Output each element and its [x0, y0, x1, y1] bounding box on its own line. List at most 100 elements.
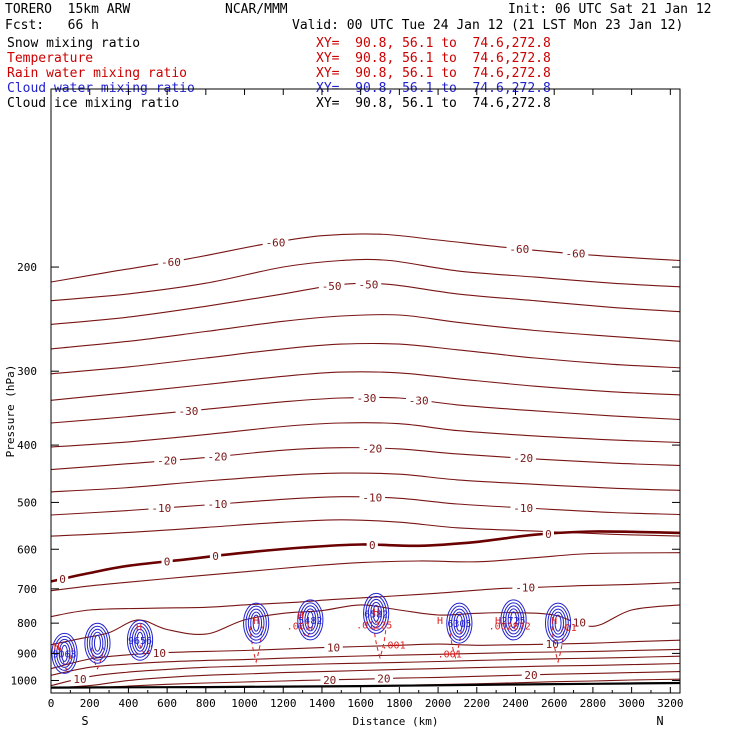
cloud-water-label: 6305 — [447, 619, 471, 630]
isotherm-line — [51, 258, 680, 302]
isotherm-label: -10 — [362, 492, 382, 505]
isotherm-label: 0 — [369, 539, 376, 552]
x-tick-label: 2400 — [502, 697, 529, 710]
isotherm-line — [51, 342, 680, 375]
cloud-water-contour — [455, 614, 463, 632]
isotherm-line — [51, 581, 680, 618]
cloud-water-contour — [367, 598, 385, 628]
rain-max-h: H — [298, 611, 304, 622]
cloud-water-contour — [250, 611, 263, 635]
isotherm-label: 20 — [524, 669, 537, 682]
cloud-water-contour — [502, 602, 525, 638]
x-tick-label: 2600 — [541, 697, 568, 710]
cloud-water-contour — [446, 602, 473, 644]
rain-label: .001 — [287, 622, 311, 633]
isotherm-label: -50 — [358, 278, 378, 291]
isotherm-label-bg — [510, 501, 537, 514]
isotherm-label: -10 — [515, 582, 535, 595]
center-title: NCAR/MMM — [225, 2, 288, 17]
isotherm-label-bg — [161, 555, 173, 568]
cloud-water-contour — [372, 604, 380, 622]
isotherm-label: -20 — [208, 451, 228, 464]
cloud-water-contour — [544, 602, 572, 644]
cloud-water-contour — [297, 599, 324, 641]
cloud-water-contour — [91, 631, 104, 655]
isotherm-label-bg — [318, 280, 345, 293]
field-name-4: Cloud ice mixing ratio — [7, 96, 180, 111]
isotherm-line — [51, 472, 680, 493]
y-tick-label: 600 — [17, 543, 37, 556]
cloud-water-contour — [451, 608, 468, 638]
isotherm-label: 0 — [545, 528, 552, 541]
isotherm-label-bg — [543, 638, 562, 651]
isotherm-label-bg — [204, 450, 231, 463]
isotherm-label: -30 — [409, 394, 429, 407]
isotherm-label: -10 — [151, 502, 171, 515]
rain-label: .002872 — [489, 622, 531, 633]
isotherm-label: 0 — [212, 550, 219, 563]
isotherm-label-bg — [562, 247, 589, 260]
cloud-water-contour — [243, 602, 270, 644]
isotherm-line — [51, 552, 680, 592]
forecast-hour: Fcst: 66 h — [5, 18, 99, 33]
cloud-water-contour — [554, 614, 562, 632]
isotherm-label: 10 — [573, 616, 586, 629]
rain-max-h: H — [437, 616, 443, 627]
isotherm-label-bg — [57, 572, 69, 585]
x-tick-label: 1400 — [309, 697, 336, 710]
x-tick-label: 1600 — [347, 697, 374, 710]
isotherm-label: -30 — [178, 405, 198, 418]
isotherm-label: -20 — [362, 442, 382, 455]
cloud-water-contour — [302, 605, 319, 635]
rain-label: .001 — [382, 641, 406, 652]
cloud-water-label: 9063 — [53, 649, 77, 660]
isotherm-label-bg — [353, 392, 380, 405]
isotherm-label-bg — [570, 616, 589, 629]
isotherm-label-bg — [405, 394, 432, 407]
cloud-water-contour — [505, 605, 522, 635]
y-tick-label: 700 — [17, 583, 37, 596]
y-tick-label: 800 — [17, 617, 37, 630]
isotherm-line — [51, 422, 680, 448]
init-time: Init: 06 UTC Sat 21 Jan 12 — [508, 2, 712, 17]
isotherm-label: -60 — [161, 256, 181, 269]
x-tick-label: 600 — [157, 697, 177, 710]
isotherm-label: 0 — [164, 556, 171, 569]
x-tick-label: 2200 — [464, 697, 491, 710]
terrain-line — [51, 681, 680, 689]
isotherm-label: 20 — [377, 673, 390, 686]
x-tick-label: 1000 — [231, 697, 258, 710]
x-tick-label: 1800 — [386, 697, 413, 710]
isotherm-line — [51, 530, 680, 583]
isotherm-label-bg — [542, 527, 554, 540]
rain-label: .001 — [438, 649, 462, 660]
cloud-water-label: 9656 — [128, 636, 152, 647]
isotherm-label: -10 — [208, 498, 228, 511]
isotherm-label-bg — [204, 498, 231, 511]
cloud-water-contour — [448, 605, 471, 641]
cloud-water-contour — [304, 608, 317, 632]
x-tick-label: 3200 — [657, 697, 684, 710]
rain-label: .01 — [559, 623, 577, 634]
isotherm-label-bg — [209, 550, 222, 563]
field-xy-2: XY= 90.8, 56.1 to 74.6,272.8 — [316, 66, 551, 81]
rain-contour — [551, 626, 565, 664]
isotherm-line — [51, 655, 680, 687]
x-tick-label: 2000 — [425, 697, 452, 710]
isotherm-label-bg — [150, 647, 169, 660]
cloud-water-contour — [129, 622, 151, 658]
rain-max-h: H — [136, 622, 142, 633]
y-axis-label: Pressure (hPa) — [4, 365, 17, 458]
field-xy-0: XY= 90.8, 56.1 to 74.6,272.8 — [316, 36, 551, 51]
field-name-0: Snow mixing ratio — [7, 36, 141, 51]
isotherm-label: -50 — [322, 280, 342, 293]
cloud-water-contour — [126, 619, 154, 661]
cloud-water-contour — [252, 614, 260, 632]
isotherm-label: 10 — [546, 638, 559, 651]
cloud-water-contour — [299, 602, 322, 638]
isotherm-label: -10 — [513, 502, 533, 515]
cloud-water-contour — [363, 592, 390, 634]
x-tick-label: 400 — [118, 697, 138, 710]
